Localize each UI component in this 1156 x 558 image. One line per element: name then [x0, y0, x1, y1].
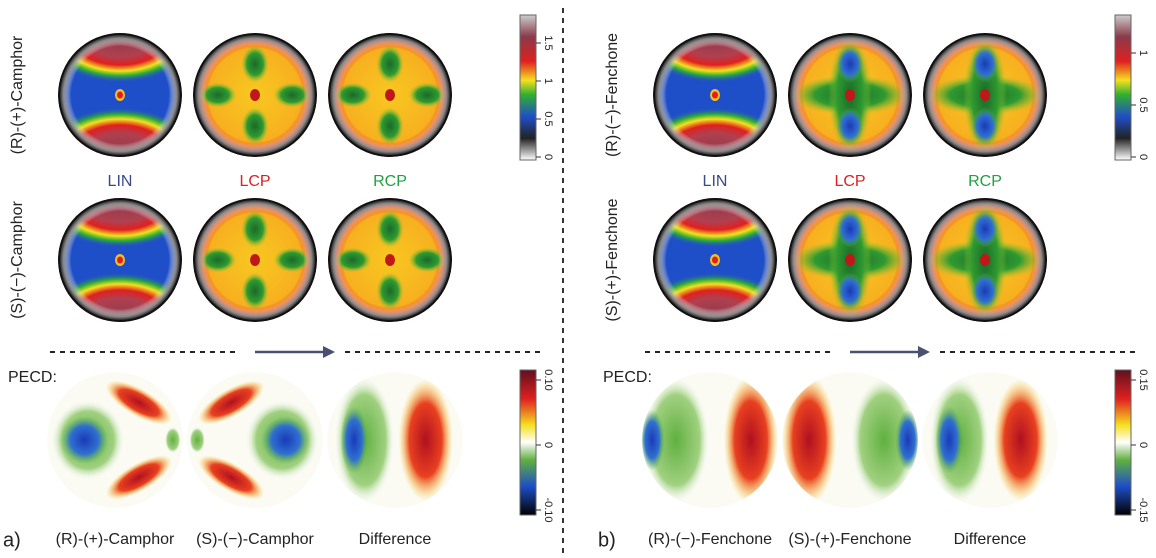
detector-image	[328, 33, 452, 157]
image-rim	[59, 34, 181, 156]
detector-image	[788, 33, 912, 157]
blob	[640, 409, 664, 470]
row-label: (R)-(+)-Camphor	[9, 35, 26, 154]
blob	[993, 379, 1047, 501]
blob	[61, 416, 109, 464]
detector-image	[328, 198, 452, 322]
row-label: (S)-(−)-Camphor	[9, 200, 26, 318]
image-rim	[194, 34, 316, 156]
pecd-colorbar-tick-label: 0.15	[1137, 369, 1149, 390]
detector-image	[327, 372, 463, 508]
pecd-image-label: (R)-(+)-Camphor	[56, 531, 175, 548]
pecd-colorbar-tick-label: -0.10	[542, 497, 554, 522]
pecd-label: PECD:	[603, 369, 652, 386]
image-rim	[654, 199, 776, 321]
detector-image	[922, 372, 1058, 508]
column-label: RCP	[373, 173, 407, 190]
blob	[936, 406, 963, 474]
column-label: LIN	[703, 173, 728, 190]
column-label: LCP	[239, 173, 270, 190]
pecd-colorbar-tick-label: 0.10	[542, 369, 554, 390]
column-label: LIN	[108, 173, 133, 190]
detector-image	[193, 198, 317, 322]
detector-image	[47, 372, 183, 508]
blob	[896, 409, 920, 470]
colorbar	[520, 15, 536, 160]
pecd-image-label: (R)-(−)-Fenchone	[648, 531, 772, 548]
arrow-head	[323, 346, 335, 358]
image-rim	[654, 34, 776, 156]
image-rim	[924, 34, 1046, 156]
row-label: (S)-(+)-Fenchone	[604, 198, 621, 321]
colorbar-tick-label: 1	[542, 78, 554, 84]
colorbar-tick-label: 0	[1137, 154, 1149, 160]
figure: (R)-(+)-Camphor (S)-(−)-Camphor LIN LCP RCP 0…	[0, 0, 1156, 553]
panel-letter: a)	[3, 529, 21, 551]
image-rim	[59, 199, 181, 321]
pecd-image-label: Difference	[359, 531, 432, 548]
pecd-image-label: (S)-(−)-Camphor	[196, 531, 314, 548]
colorbar-tick-label: 1.5	[542, 35, 554, 50]
colorbar-tick-label: 1	[1137, 50, 1149, 56]
image-rim	[329, 34, 451, 156]
pecd-colorbar	[520, 370, 536, 515]
column-label: RCP	[968, 173, 1002, 190]
detector-image	[923, 198, 1047, 322]
arrow-head	[918, 346, 930, 358]
pecd-colorbar	[1115, 370, 1131, 515]
image-rim	[194, 199, 316, 321]
pecd-image-label: (S)-(+)-Fenchone	[788, 531, 911, 548]
pecd-label: PECD:	[8, 369, 57, 386]
detector-image	[788, 198, 912, 322]
pecd-colorbar-tick-label: -0.15	[1137, 497, 1149, 522]
panel-letter: b)	[598, 529, 616, 551]
detector-image	[43, 0, 198, 200]
blob	[189, 426, 205, 453]
blob	[341, 406, 368, 474]
detector-image	[193, 33, 317, 157]
blob	[724, 375, 778, 504]
pecd-colorbar-tick-label: 0	[1137, 442, 1149, 448]
row-label: (R)-(−)-Fenchone	[604, 33, 621, 157]
column-label: LCP	[834, 173, 865, 190]
colorbar-tick-label: 0.5	[542, 111, 554, 126]
detector-image	[187, 372, 323, 508]
detector-image	[638, 0, 793, 200]
colorbar	[1115, 15, 1131, 160]
detector-image	[923, 33, 1047, 157]
image-rim	[789, 34, 911, 156]
blob	[782, 375, 836, 504]
colorbar-tick-label: 0	[542, 154, 554, 160]
page: {"panels": [ {"letter": "a)", "row_label…	[0, 0, 1156, 558]
blob	[398, 379, 452, 501]
detector-image	[640, 372, 778, 508]
image-rim	[789, 199, 911, 321]
blob	[165, 426, 181, 453]
detector-image	[782, 372, 920, 508]
image-rim	[329, 199, 451, 321]
pecd-colorbar-tick-label: 0	[542, 442, 554, 448]
blob	[262, 416, 310, 464]
colorbar-tick-label: 0.5	[1137, 97, 1149, 112]
image-rim	[924, 199, 1046, 321]
pecd-image-label: Difference	[954, 531, 1027, 548]
